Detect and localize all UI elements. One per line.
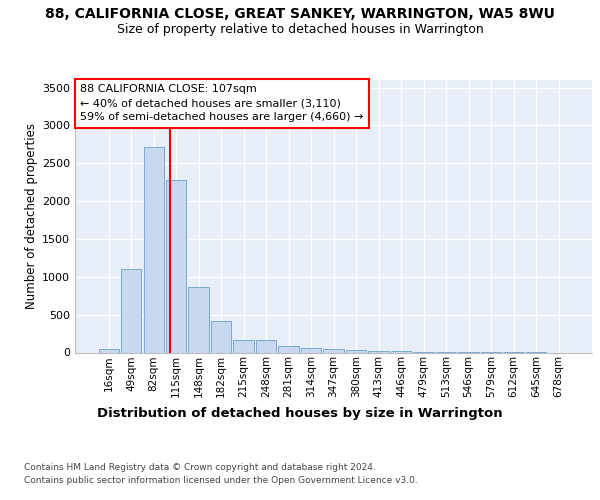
Text: Distribution of detached houses by size in Warrington: Distribution of detached houses by size … xyxy=(97,408,503,420)
Bar xyxy=(323,350,344,352)
Text: Size of property relative to detached houses in Warrington: Size of property relative to detached ho… xyxy=(116,22,484,36)
Bar xyxy=(346,350,366,352)
Text: 88 CALIFORNIA CLOSE: 107sqm
← 40% of detached houses are smaller (3,110)
59% of : 88 CALIFORNIA CLOSE: 107sqm ← 40% of det… xyxy=(80,84,364,122)
Bar xyxy=(121,269,141,352)
Bar xyxy=(98,348,119,352)
Bar xyxy=(278,346,299,352)
Text: Contains HM Land Registry data © Crown copyright and database right 2024.: Contains HM Land Registry data © Crown c… xyxy=(24,462,376,471)
Text: 88, CALIFORNIA CLOSE, GREAT SANKEY, WARRINGTON, WA5 8WU: 88, CALIFORNIA CLOSE, GREAT SANKEY, WARR… xyxy=(45,8,555,22)
Bar xyxy=(368,351,389,352)
Bar xyxy=(188,288,209,352)
Bar xyxy=(301,348,321,352)
Bar xyxy=(233,340,254,352)
Bar xyxy=(256,340,276,352)
Text: Contains public sector information licensed under the Open Government Licence v3: Contains public sector information licen… xyxy=(24,476,418,485)
Bar xyxy=(166,180,186,352)
Bar xyxy=(143,146,164,352)
Bar xyxy=(211,320,231,352)
Y-axis label: Number of detached properties: Number of detached properties xyxy=(25,123,38,309)
